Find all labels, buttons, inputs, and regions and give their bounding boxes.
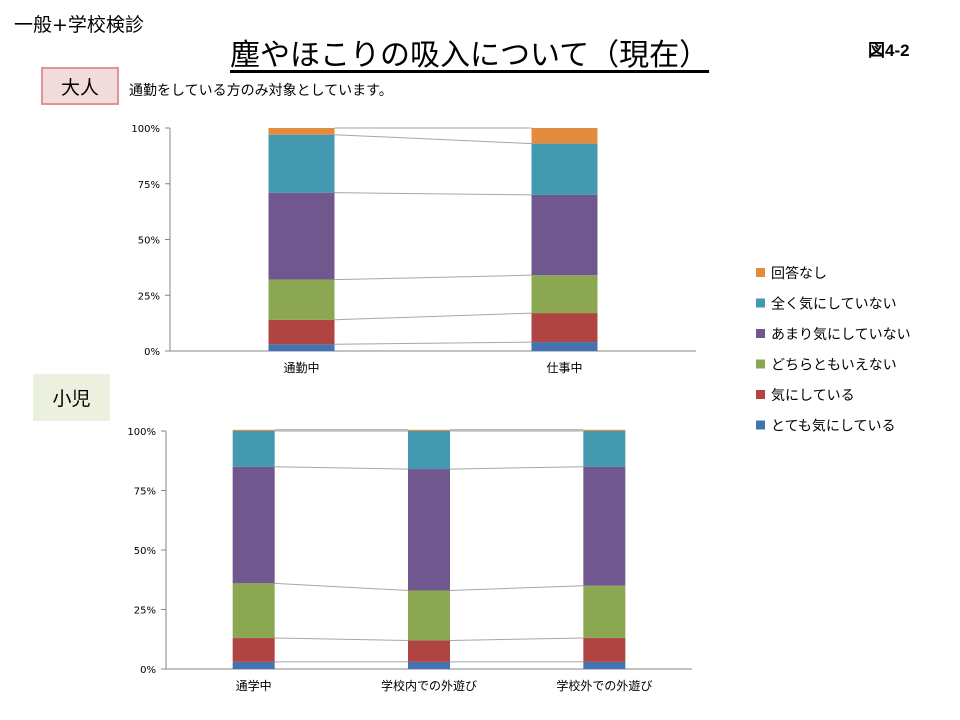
- legend-swatch: [756, 420, 765, 430]
- category-label: 学校内での外遊び: [381, 678, 477, 693]
- bar-segment: [232, 583, 275, 639]
- bar-segment: [268, 192, 335, 280]
- legend-label: 回答なし: [771, 265, 827, 282]
- bar-segment: [583, 661, 626, 669]
- legend-label: どちらともいえない: [771, 358, 897, 374]
- series-line: [274, 637, 409, 641]
- bar-segment: [268, 279, 335, 320]
- bar-segment: [232, 661, 275, 669]
- y-tick-label: 25%: [134, 606, 156, 617]
- y-tick-label: 0%: [144, 347, 160, 358]
- section-label-adult: 大人: [41, 67, 119, 105]
- category-label: 仕事中: [546, 360, 582, 375]
- series-line: [449, 637, 584, 641]
- bar-segment: [408, 429, 450, 431]
- category-label: 学校外での外遊び: [556, 678, 652, 693]
- series-line: [334, 312, 532, 321]
- bar-segment: [408, 469, 450, 591]
- y-tick-label: 100%: [131, 124, 160, 135]
- y-tick-label: 50%: [134, 546, 156, 557]
- series-line: [334, 192, 532, 196]
- y-tick-label: 0%: [140, 665, 156, 676]
- bar-segment: [531, 275, 598, 314]
- bar-segment: [408, 590, 450, 641]
- adult-note: 通勤をしている方のみ対象としています。: [129, 83, 393, 99]
- legend-swatch: [756, 359, 765, 369]
- legend-label: 全く気にしていない: [771, 296, 897, 313]
- legend-swatch: [756, 390, 765, 399]
- bar-segment: [583, 466, 626, 586]
- bar-segment: [268, 344, 335, 351]
- series-line: [334, 134, 532, 145]
- bar-segment: [531, 313, 598, 343]
- bar-segment: [232, 466, 275, 584]
- legend-label: とても気にしている: [771, 419, 895, 435]
- bar-segment: [531, 143, 598, 195]
- series-line: [274, 582, 409, 591]
- bar-segment: [232, 429, 275, 431]
- series-line: [334, 274, 532, 281]
- bar-segment: [268, 128, 335, 135]
- legend: 回答なし全く気にしていないあまり気にしていないどちらともいえない気にしているとて…: [756, 265, 911, 435]
- series-line: [334, 341, 532, 345]
- series-line: [449, 585, 584, 591]
- bar-segment: [583, 585, 626, 639]
- bar-segment: [583, 429, 626, 431]
- bar-segment: [268, 319, 335, 345]
- bar-segment: [583, 638, 626, 662]
- category-label: 通学中: [236, 678, 272, 693]
- series-line: [449, 466, 584, 470]
- bar-segment: [408, 640, 450, 662]
- bar-segment: [583, 431, 626, 467]
- y-tick-label: 75%: [134, 487, 156, 498]
- y-tick-label: 100%: [127, 427, 156, 438]
- bar-segment: [531, 128, 598, 144]
- legend-label: 気にしている: [771, 388, 855, 404]
- bar-segment: [408, 661, 450, 669]
- bar-segment: [531, 342, 598, 351]
- bar-segment: [531, 194, 598, 276]
- y-tick-label: 25%: [138, 291, 160, 302]
- bar-segment: [232, 431, 275, 467]
- legend-swatch: [756, 329, 765, 338]
- header-label: 一般+学校検診: [14, 14, 144, 36]
- y-tick-label: 50%: [138, 236, 160, 247]
- figure-number: 図4-2: [868, 41, 910, 60]
- bar-segment: [232, 638, 275, 662]
- category-label: 通勤中: [283, 360, 319, 375]
- chart-1: 0% 25% 50% 75% 100% 通勤中 仕事中: [131, 124, 696, 375]
- page-title: 塵やほこりの吸入について（現在）: [230, 38, 710, 73]
- legend-label: あまり気にしていない: [771, 327, 911, 343]
- series-line: [274, 466, 409, 470]
- chart-2: 0% 25% 50% 75% 100% 通学中 学校内での外遊び 学校外での外遊び: [127, 427, 692, 693]
- section-label-child: 小児: [33, 374, 110, 421]
- legend-swatch: [756, 268, 765, 277]
- legend-swatch: [756, 298, 765, 308]
- bar-segment: [268, 134, 335, 193]
- bar-segment: [408, 431, 450, 470]
- y-tick-label: 75%: [138, 180, 160, 191]
